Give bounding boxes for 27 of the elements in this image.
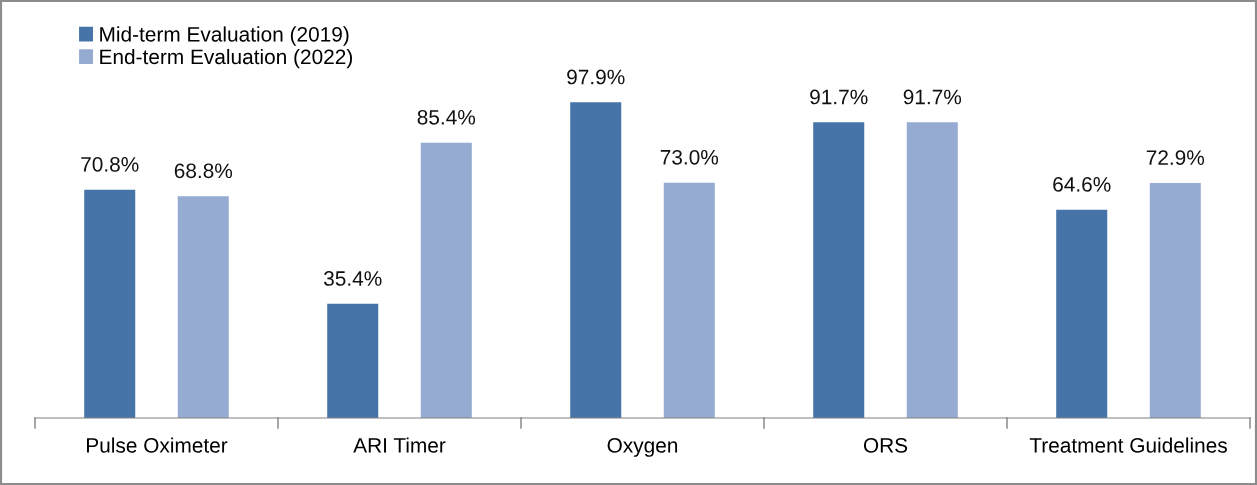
bar [177, 196, 229, 418]
bar [327, 303, 379, 418]
data-label: 72.9% [1146, 150, 1205, 165]
data-label: 91.7% [810, 89, 868, 105]
x-tick-label: Treatment Guidelines [1029, 437, 1227, 453]
data-label: 97.9% [567, 69, 625, 85]
x-tick-label: Pulse Oximeter [87, 437, 228, 453]
x-tick-label: Oxygen [607, 437, 678, 457]
bar [420, 142, 472, 418]
data-label: 73.0% [660, 149, 719, 165]
bar [84, 189, 136, 418]
legend-label: Mid-term Evaluation (2019) [100, 26, 349, 46]
bar [906, 122, 958, 418]
bar [570, 102, 622, 418]
data-label: 91.7% [903, 89, 962, 105]
data-label: 70.8% [81, 156, 139, 172]
bar [1056, 209, 1108, 418]
bar [663, 182, 715, 418]
data-label: 85.4% [417, 109, 476, 125]
bar [813, 122, 865, 418]
bar [1149, 182, 1201, 418]
data-label: 64.6% [1053, 176, 1111, 192]
data-label: 35.4% [323, 271, 382, 286]
data-label: 68.8% [174, 163, 233, 179]
x-tick-label: ORS [863, 437, 908, 453]
legend-label: End-term Evaluation (2022) [100, 48, 352, 69]
x-tick-label: ARI Timer [353, 437, 446, 453]
